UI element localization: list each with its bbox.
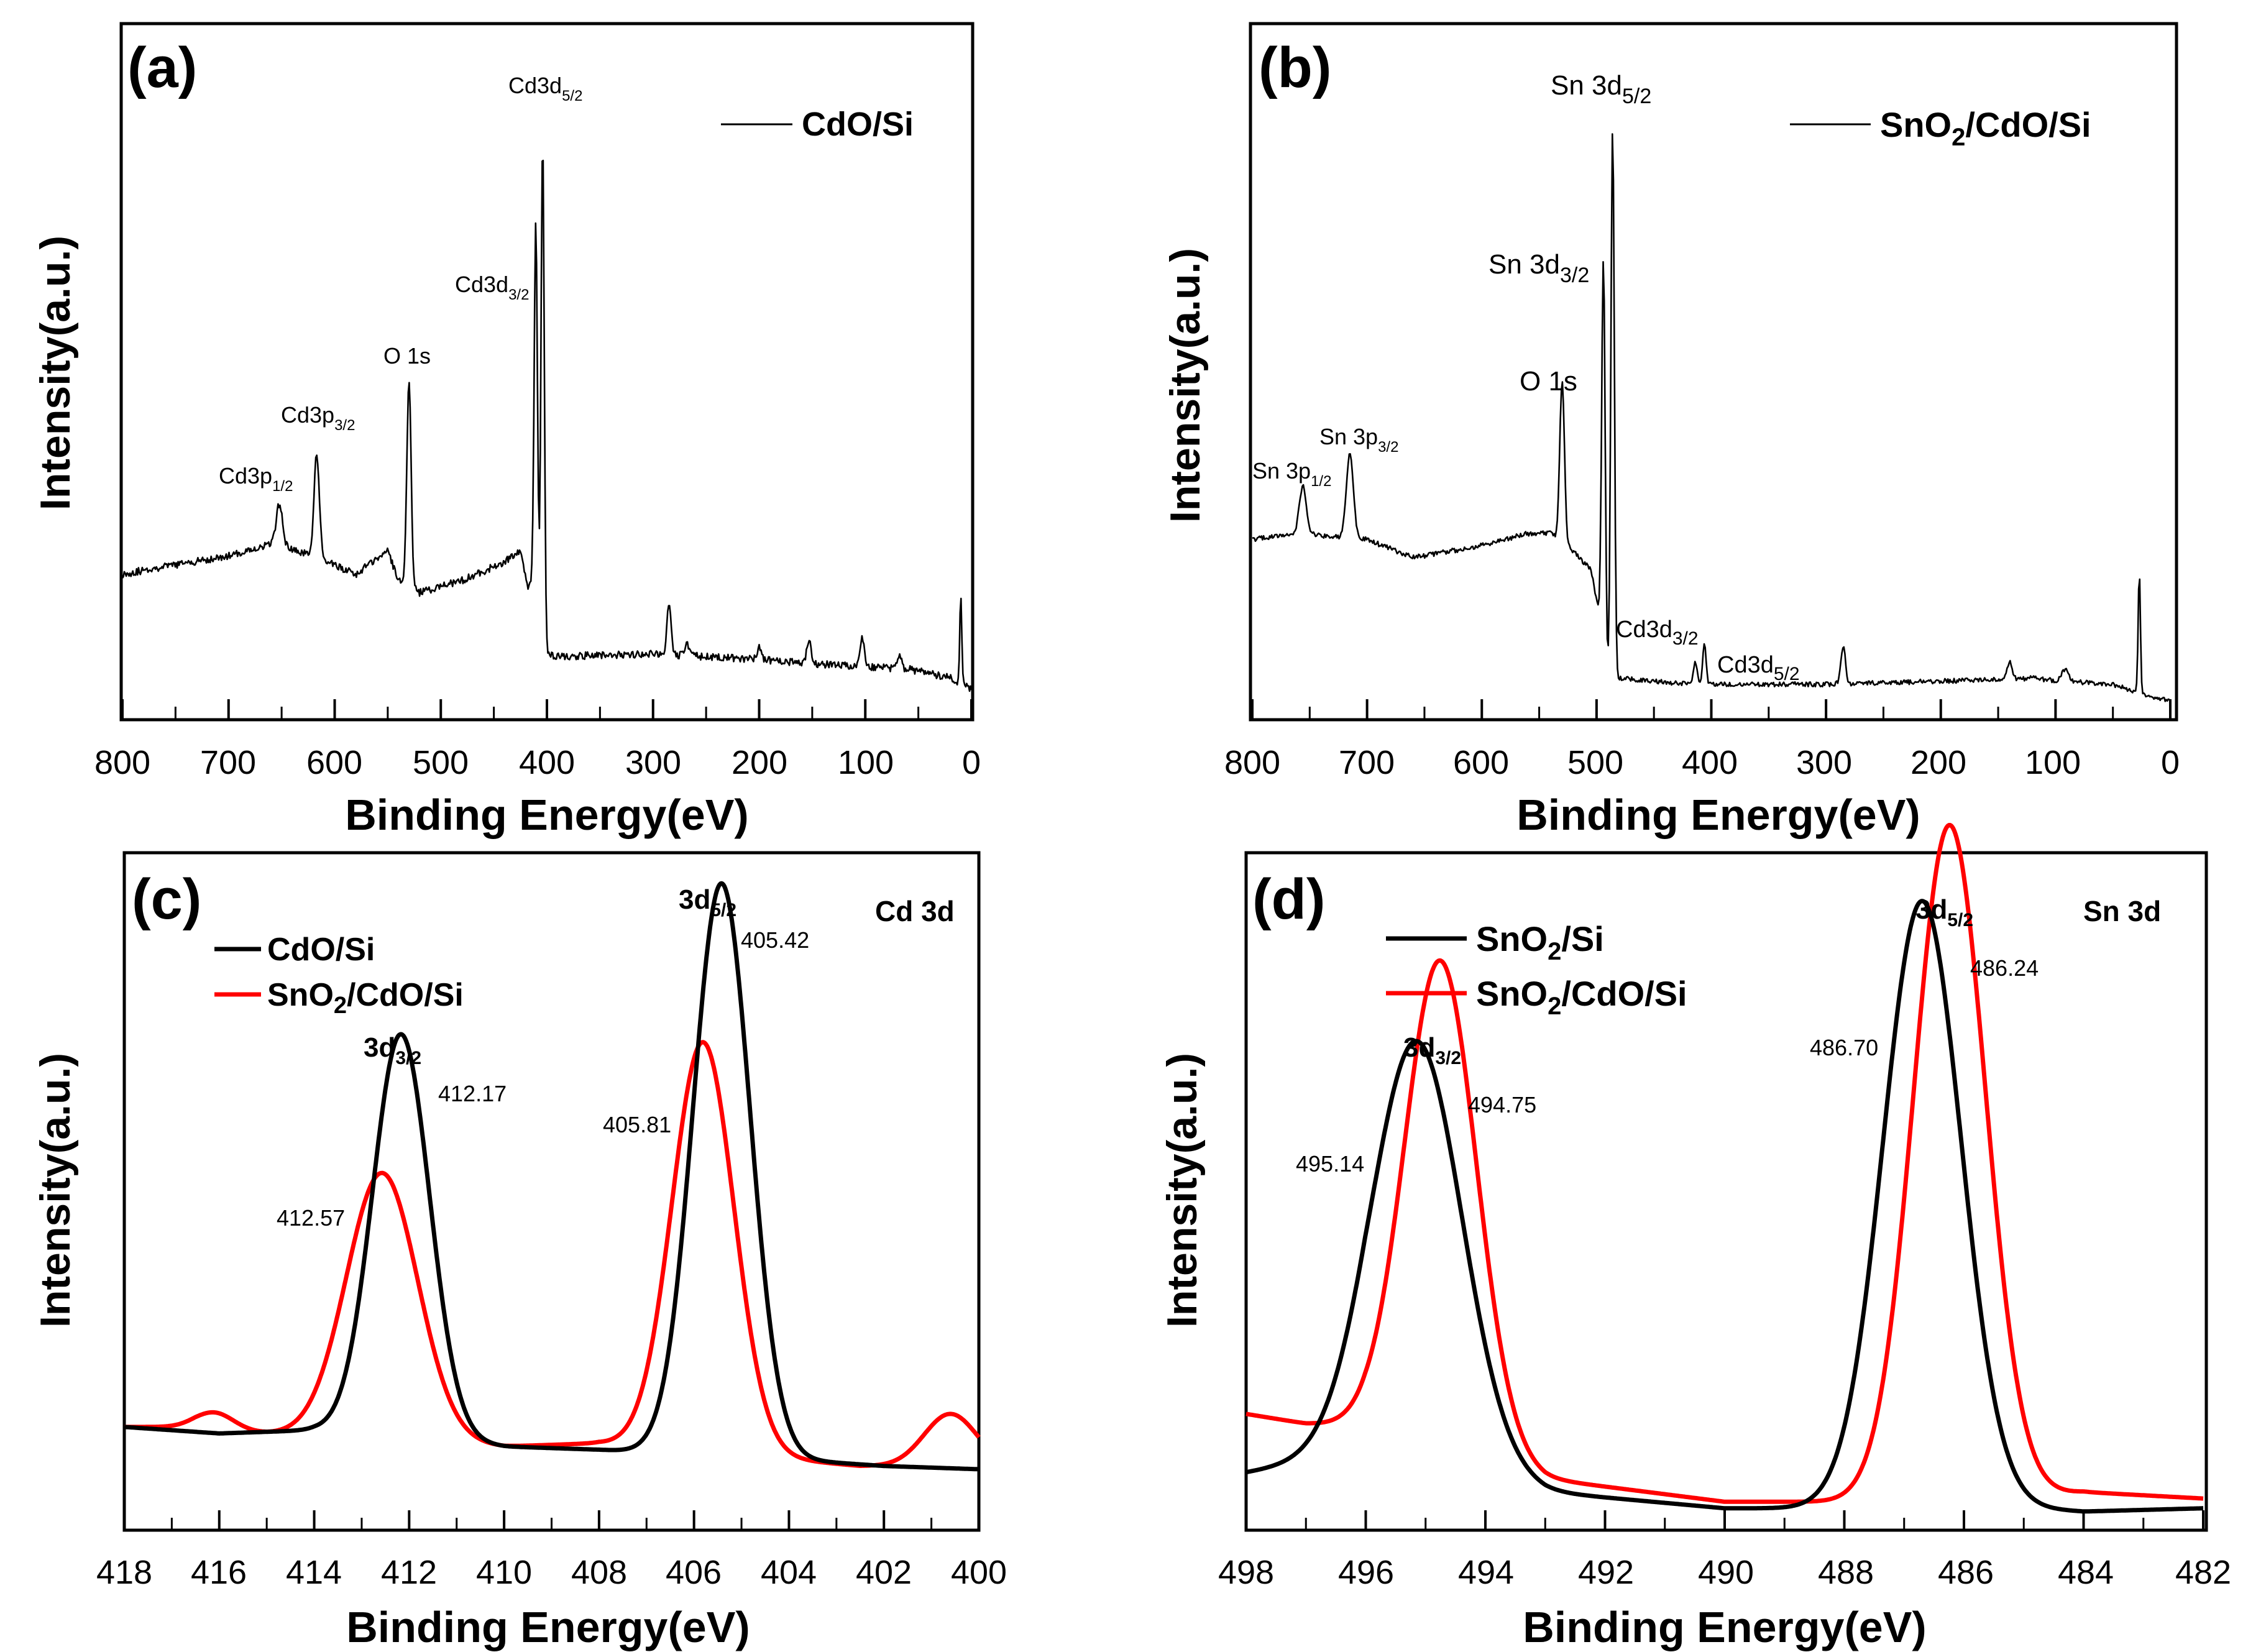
- peak-label-sn3p12: Sn 3p1/2: [1252, 458, 1331, 490]
- x-axis-label-d: Binding Energy(eV): [1523, 1603, 1926, 1651]
- x-tick-label: 494: [1458, 1554, 1514, 1591]
- x-tick-labels-a: 800 700 600 500 400 300 200 100 0: [94, 744, 981, 781]
- x-tick-label: 700: [200, 744, 256, 781]
- x-tick-label: 100: [838, 744, 894, 781]
- x-tick-label: 400: [519, 744, 575, 781]
- x-tick-label: 500: [413, 744, 469, 781]
- x-tick-label: 412: [381, 1554, 437, 1591]
- legend-label-c-red: SnO2/CdO/Si: [267, 977, 464, 1019]
- x-tick-label: 300: [625, 744, 681, 781]
- panel-title-c: Cd 3d: [875, 895, 955, 927]
- peak-label-cd3d52-b: Cd3d5/2: [1717, 652, 1800, 684]
- peak-label-o1s: O 1s: [383, 343, 431, 369]
- x-ticks-c: [123, 1510, 980, 1530]
- panel-label-b: (b): [1259, 36, 1331, 99]
- x-ticks-a: [121, 699, 973, 720]
- x-axis-label-a: Binding Energy(eV): [345, 791, 748, 839]
- legend-label-d-red: SnO2/CdO/Si: [1476, 974, 1687, 1020]
- x-tick-label: 408: [571, 1554, 627, 1591]
- y-axis-label-c: Intensity(a.u.): [32, 1053, 79, 1328]
- x-tick-label: 490: [1698, 1554, 1754, 1591]
- x-tick-label: 410: [476, 1554, 532, 1591]
- value-label-412-17: 412.17: [438, 1081, 507, 1106]
- value-label-405-81: 405.81: [603, 1112, 671, 1137]
- peak-label-3d52-d: 3d5/2: [1915, 894, 1973, 930]
- peak-label-cd3p12: Cd3p1/2: [219, 463, 293, 495]
- x-tick-label: 414: [286, 1554, 342, 1591]
- x-tick-label: 200: [732, 744, 787, 781]
- peak-label-3d32-c: 3d3/2: [364, 1032, 421, 1068]
- panel-label-d: (d): [1252, 868, 1325, 931]
- panel-d: 498 496 494 492 490 488 486 484 482 (d) …: [1158, 823, 2231, 1651]
- x-tick-label: 300: [1796, 744, 1852, 781]
- x-axis-label-b: Binding Energy(eV): [1516, 791, 1920, 839]
- x-tick-label: 800: [94, 744, 150, 781]
- x-tick-label: 488: [1818, 1554, 1874, 1591]
- value-label-412-57: 412.57: [277, 1205, 345, 1231]
- panel-b: 800 700 600 500 400 300 200 100 0 (b) Bi…: [1162, 22, 2180, 839]
- y-axis-label-b: Intensity(a.u.): [1162, 248, 1209, 523]
- panel-c: 418 416 414 412 410 408 406 404 402 400 …: [32, 851, 1007, 1651]
- x-tick-label: 404: [761, 1554, 817, 1591]
- series-line-cdo-si-survey: [121, 160, 973, 692]
- x-tick-label: 100: [2025, 744, 2081, 781]
- x-tick-label: 484: [2058, 1554, 2114, 1591]
- x-tick-label: 496: [1338, 1554, 1394, 1591]
- peak-label-o1s-b: O 1s: [1520, 366, 1577, 397]
- x-tick-label: 402: [856, 1554, 912, 1591]
- x-tick-label: 600: [1453, 744, 1509, 781]
- value-label-405-42: 405.42: [741, 927, 809, 953]
- x-tick-label: 416: [191, 1554, 247, 1591]
- plot-frame-b: [1249, 22, 2178, 722]
- x-tick-label: 0: [2161, 744, 2180, 781]
- series-line-sno2-cdo-si-cd3d: [123, 1040, 981, 1468]
- x-tick-label: 400: [951, 1554, 1007, 1591]
- peak-label-sn3d32: Sn 3d3/2: [1488, 249, 1589, 287]
- peak-label-cd3p32: Cd3p3/2: [281, 402, 355, 434]
- legend-label-d-black: SnO2/Si: [1476, 919, 1604, 965]
- series-line-sno2-cdo-si-survey: [1252, 133, 2172, 702]
- peak-label-cd3d32-b: Cd3d3/2: [1616, 617, 1699, 649]
- value-label-495-14: 495.14: [1296, 1151, 1364, 1177]
- series-line-sno2-cdo-si-sn3d: [1245, 823, 2204, 1504]
- x-tick-label: 498: [1218, 1554, 1274, 1591]
- legend-label-b: SnO2/CdO/Si: [1880, 105, 2091, 151]
- panel-label-a: (a): [127, 36, 197, 99]
- series-line-sno2-si-sn3d: [1245, 899, 2204, 1514]
- x-tick-label: 486: [1938, 1554, 1994, 1591]
- panel-title-d: Sn 3d: [2083, 895, 2161, 927]
- value-label-486-70: 486.70: [1810, 1035, 1878, 1060]
- x-tick-label: 482: [2175, 1554, 2231, 1591]
- legend-label-c-black: CdO/Si: [267, 932, 375, 968]
- peak-label-sn3p32: Sn 3p3/2: [1319, 424, 1398, 456]
- x-tick-label: 492: [1578, 1554, 1634, 1591]
- peak-label-3d52-c: 3d5/2: [679, 884, 736, 920]
- x-tick-label: 500: [1567, 744, 1623, 781]
- y-axis-label-d: Intensity(a.u.): [1158, 1053, 1206, 1328]
- peak-label-sn3d52: Sn 3d5/2: [1551, 70, 1651, 108]
- panel-label-c: (c): [132, 868, 201, 931]
- x-tick-label: 800: [1224, 744, 1280, 781]
- x-axis-label-c: Binding Energy(eV): [346, 1603, 750, 1651]
- value-label-494-75: 494.75: [1468, 1092, 1536, 1117]
- x-tick-label: 418: [96, 1554, 152, 1591]
- peak-label-cd3d32: Cd3d3/2: [455, 272, 529, 303]
- x-ticks-b: [1251, 699, 2172, 720]
- x-ticks-d: [1245, 1510, 2204, 1530]
- x-tick-label: 700: [1339, 744, 1395, 781]
- x-tick-label: 406: [666, 1554, 722, 1591]
- x-tick-label: 200: [1910, 744, 1966, 781]
- value-label-486-24: 486.24: [1970, 955, 2039, 981]
- peak-label-3d32-d: 3d3/2: [1403, 1032, 1461, 1068]
- x-tick-label: 400: [1682, 744, 1738, 781]
- legend-label-a: CdO/Si: [802, 106, 914, 143]
- plot-frame-d: [1244, 851, 2208, 1532]
- x-tick-label: 0: [962, 744, 981, 781]
- x-tick-label: 600: [306, 744, 362, 781]
- panel-a: 800 700 600 500 400 300 200 100 0 (a) Bi…: [32, 22, 981, 839]
- peak-label-cd3d52: Cd3d5/2: [508, 73, 582, 104]
- series-line-cdo-si-cd3d: [123, 881, 980, 1472]
- y-axis-label-a: Intensity(a.u.): [32, 236, 79, 510]
